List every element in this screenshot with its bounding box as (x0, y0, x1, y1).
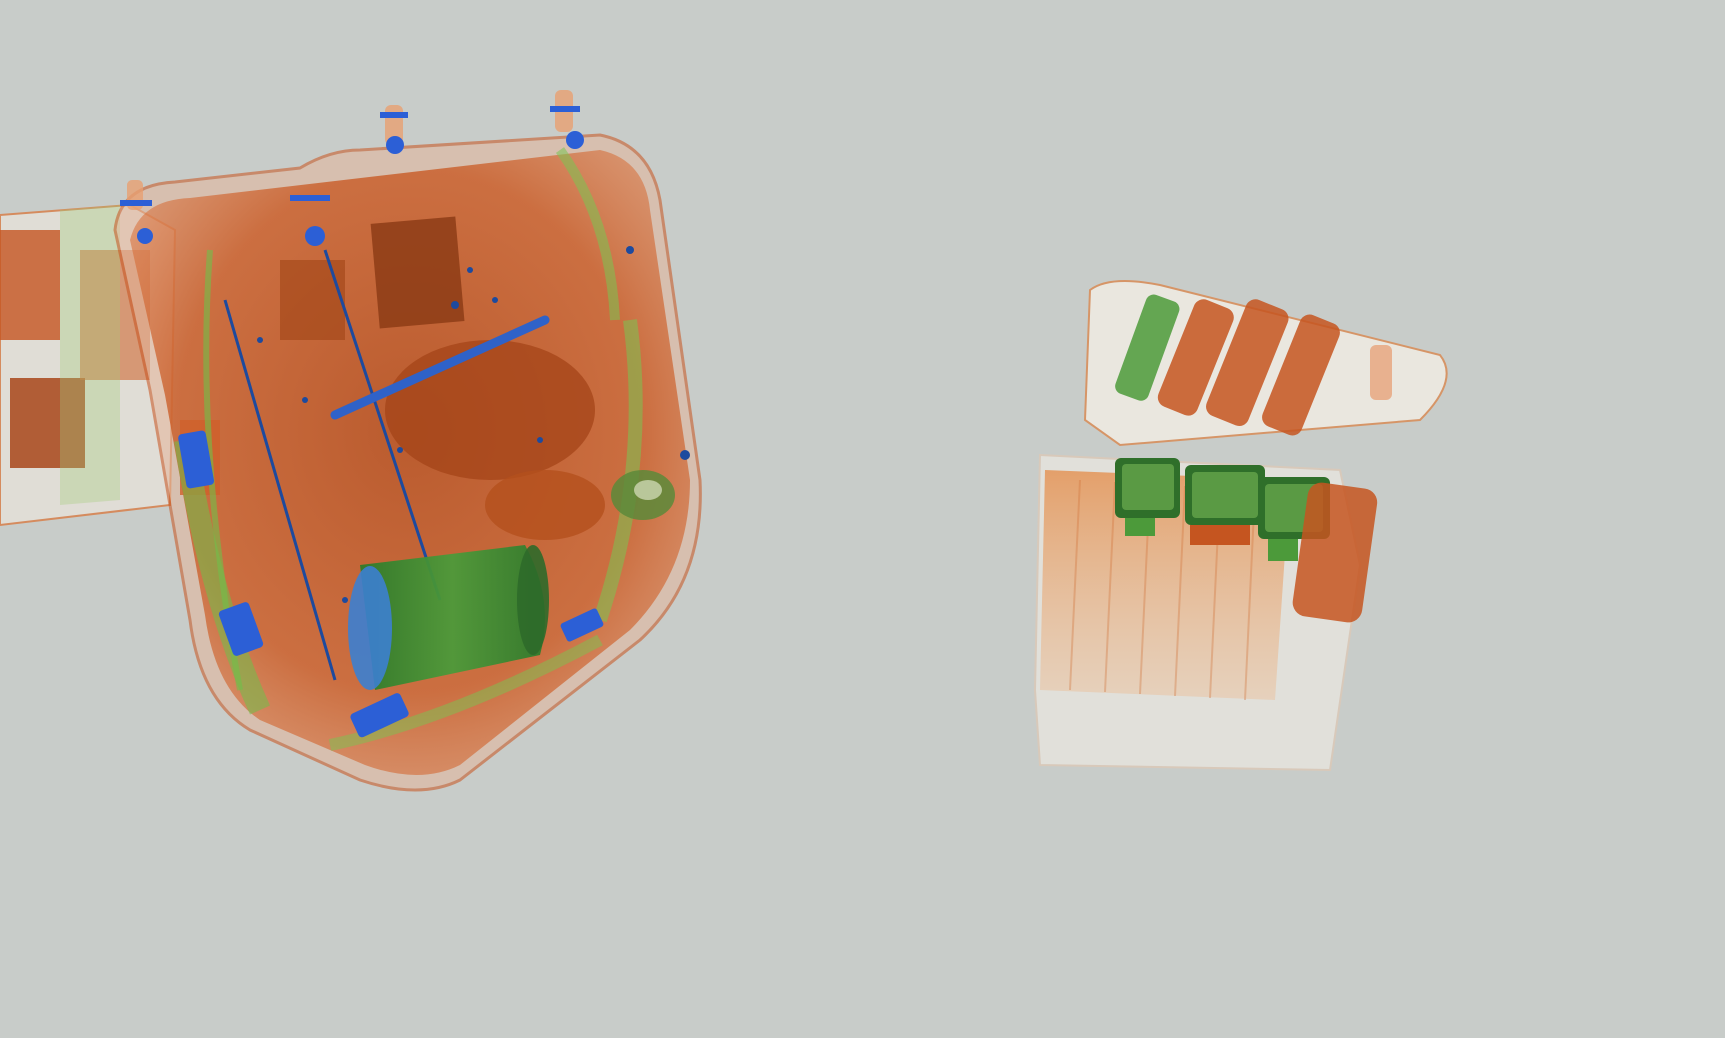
small-box (1033, 280, 1448, 772)
cartridge (1115, 458, 1180, 536)
organic-cluster (385, 340, 595, 480)
buckle (178, 430, 215, 489)
cup (1370, 345, 1392, 400)
zipper-pull (550, 90, 584, 149)
dark-block (370, 216, 465, 329)
zipper-pull (290, 195, 330, 246)
strap-handle (330, 315, 550, 420)
zipper-pull (380, 105, 408, 154)
backpack (113, 90, 702, 792)
buckle (560, 608, 604, 642)
cylinder-container (348, 545, 549, 690)
metal-rod (323, 249, 442, 601)
cartridge (1185, 465, 1265, 545)
bottle (1292, 482, 1378, 623)
bottle (1157, 299, 1234, 416)
bottle (1115, 294, 1180, 401)
zipper-pull (120, 180, 153, 244)
metal-rod (223, 299, 337, 681)
buckle (218, 602, 264, 656)
bottle (1206, 299, 1289, 427)
buckle (350, 693, 409, 738)
bottle (1262, 314, 1340, 436)
